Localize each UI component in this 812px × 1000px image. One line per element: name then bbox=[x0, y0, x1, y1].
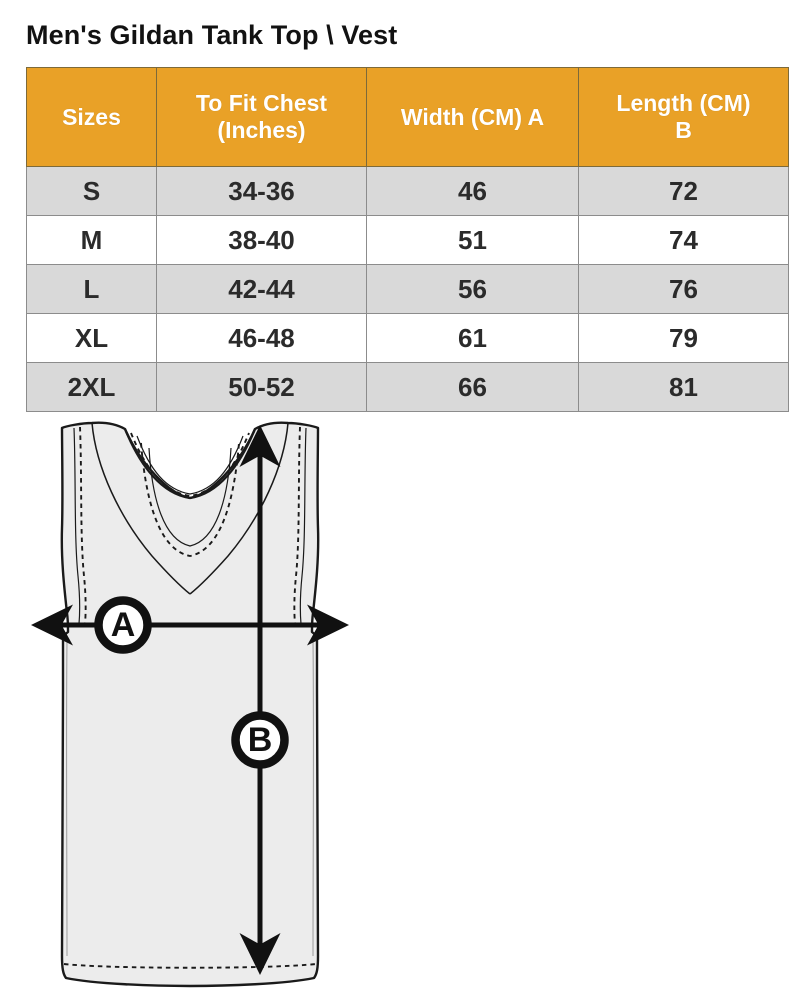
marker-a-circle bbox=[94, 596, 152, 654]
cell-width: 51 bbox=[366, 215, 579, 265]
cell-width: 61 bbox=[366, 313, 579, 363]
cell-width: 56 bbox=[366, 264, 579, 314]
left-strap-inner-seam bbox=[91, 422, 191, 595]
table-row: M 38-40 51 74 bbox=[26, 215, 789, 265]
cell-size: S bbox=[26, 166, 157, 216]
page-title: Men's Gildan Tank Top \ Vest bbox=[26, 20, 398, 50]
tank-top-illustration bbox=[60, 421, 320, 988]
cell-length: 81 bbox=[578, 362, 789, 412]
table-row: S 34-36 46 72 bbox=[26, 166, 789, 216]
column-header-length-line-2: B bbox=[675, 117, 692, 143]
marker-b-circle bbox=[231, 711, 289, 769]
cell-chest: 38-40 bbox=[156, 215, 367, 265]
garment-diagram: A B bbox=[0, 408, 812, 1000]
cell-length: 79 bbox=[578, 313, 789, 363]
column-header-width-line-1: Width (CM) A bbox=[400, 103, 545, 130]
column-header-width: Width (CM) A bbox=[366, 67, 579, 167]
cell-chest: 46-48 bbox=[156, 313, 367, 363]
column-header-chest-line-2: (Inches) bbox=[217, 117, 306, 143]
cell-width: 46 bbox=[366, 166, 579, 216]
column-header-length: Length (CM) B bbox=[578, 67, 789, 167]
cell-chest: 34-36 bbox=[156, 166, 367, 216]
cell-length: 74 bbox=[578, 215, 789, 265]
column-header-chest-line-1: To Fit Chest bbox=[195, 90, 328, 117]
column-header-sizes-line-1: Sizes bbox=[62, 103, 121, 130]
marker-badge-a: A bbox=[94, 596, 152, 654]
front-neck-drop-curve bbox=[148, 447, 232, 547]
size-chart-table: Sizes To Fit Chest (Inches) Width (CM) A… bbox=[26, 67, 789, 412]
cell-length: 76 bbox=[578, 264, 789, 314]
size-chart-container: Sizes To Fit Chest (Inches) Width (CM) A… bbox=[26, 67, 789, 412]
marker-a-label: A bbox=[111, 606, 136, 644]
cell-size: XL bbox=[26, 313, 157, 363]
right-strap-inner-seam bbox=[189, 422, 289, 595]
marker-b-label: B bbox=[248, 721, 273, 759]
cell-chest: 50-52 bbox=[156, 362, 367, 412]
hem-stitch-dashed bbox=[63, 963, 317, 969]
table-row: L 42-44 56 76 bbox=[26, 264, 789, 314]
column-header-sizes: Sizes bbox=[26, 67, 157, 167]
column-header-chest: To Fit Chest (Inches) bbox=[156, 67, 367, 167]
marker-badge-b: B bbox=[231, 711, 289, 769]
garment-body-outline bbox=[60, 421, 320, 988]
neckline-outer-curve bbox=[123, 428, 257, 500]
cell-length: 72 bbox=[578, 166, 789, 216]
cell-chest: 42-44 bbox=[156, 264, 367, 314]
cell-size: 2XL bbox=[26, 362, 157, 412]
table-header-row: Sizes To Fit Chest (Inches) Width (CM) A… bbox=[26, 67, 789, 167]
front-neck-drop-stitch-dashed bbox=[140, 442, 240, 557]
cell-size: L bbox=[26, 264, 157, 314]
cell-size: M bbox=[26, 215, 157, 265]
table-row: XL 46-48 61 79 bbox=[26, 313, 789, 363]
column-header-length-line-1: Length (CM) bbox=[616, 90, 751, 117]
table-row: 2XL 50-52 66 81 bbox=[26, 362, 789, 412]
neckline-stitch-dashed-outer bbox=[130, 432, 250, 497]
cell-width: 66 bbox=[366, 362, 579, 412]
